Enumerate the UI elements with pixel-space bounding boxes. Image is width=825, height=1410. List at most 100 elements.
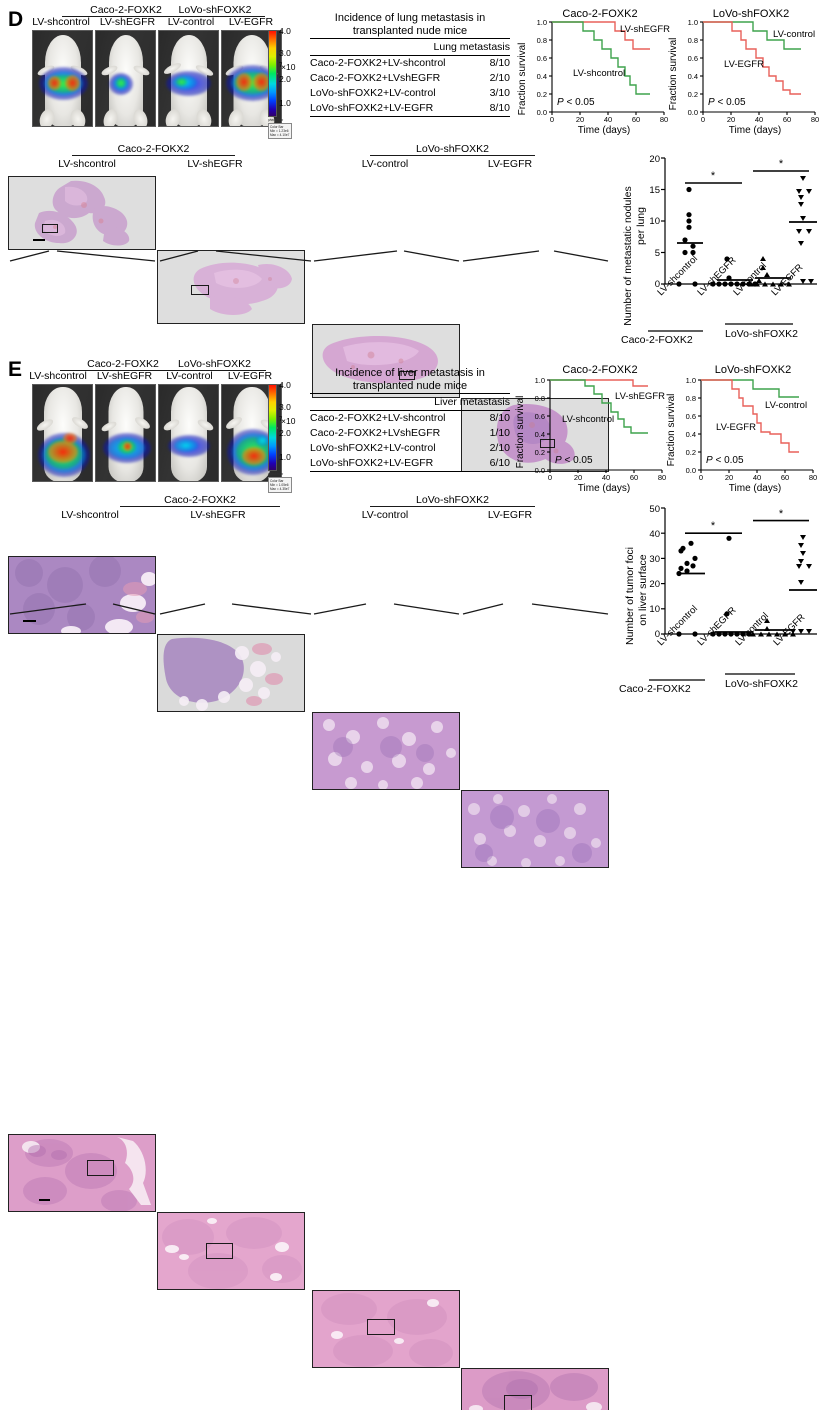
- colorbar-ticks: 4.0 3.0 ×10 7 2.0 1.0: [277, 381, 301, 471]
- row-label: LoVo-shFOXK2+LV-EGFR: [310, 102, 434, 115]
- significance-star-2: *: [779, 508, 784, 520]
- series-label-lv-egfr: LV-EGFR: [724, 59, 764, 70]
- svg-text:0.0: 0.0: [537, 108, 547, 117]
- colorbar-tick-1: 3.0: [279, 402, 291, 412]
- header-rule: [62, 16, 190, 18]
- row-value: 6/10: [489, 457, 510, 470]
- panel-d-histo-cond-4: LV-EGFR: [487, 158, 533, 170]
- panel-e-scatter-liver-foci[interactable]: Number of tumor foci on liver surface 50…: [617, 498, 825, 708]
- svg-text:1.0: 1.0: [686, 376, 696, 385]
- row-label: LoVo-shFOXK2+LV-control: [310, 87, 436, 100]
- header-rule: [165, 16, 265, 18]
- histo-lung-lowmag-3[interactable]: [312, 324, 460, 398]
- histo-lung-highmag-4[interactable]: [461, 790, 609, 868]
- colorbar-tick-3: 1.0: [279, 452, 291, 462]
- colorbar-tick-1: 3.0: [279, 48, 291, 58]
- panel-d-survival-caco2[interactable]: Caco-2-FOXK2 Fraction survival Time (day…: [512, 4, 674, 141]
- ivis-image-liver-lv-control[interactable]: [158, 384, 219, 482]
- table-title: Incidence of liver metastasis in transpl…: [335, 367, 485, 393]
- panel-e-histo-cond-1: LV-shcontrol: [61, 509, 119, 521]
- x-axis-label: Time (days): [578, 125, 630, 136]
- row-value: 2/10: [489, 72, 510, 85]
- histo-lung-highmag-3[interactable]: [312, 712, 460, 790]
- survival-curve-lv-control: [701, 379, 799, 398]
- ivis-image-lv-shegfr[interactable]: [95, 30, 156, 127]
- incidence-table: Lung metastasis Caco-2-FOXK2+LV-shcontro…: [310, 38, 510, 117]
- survival-curve-lv-shegfr: [552, 21, 650, 50]
- svg-text:20: 20: [576, 115, 584, 124]
- row-label: Caco-2-FOXK2+LV-shcontrol: [310, 412, 446, 425]
- x-tick-labels: 0 20 40 60 80: [701, 115, 819, 124]
- y-tick-labels: 1.0 0.8 0.6 0.4 0.2 0.0: [537, 18, 547, 117]
- table-row: Caco-2-FOXK2+LVshEGFR 1/10: [310, 426, 510, 441]
- roi-box: [87, 1160, 114, 1176]
- chart-title: Caco-2-FOXK2: [562, 8, 637, 20]
- svg-text:80: 80: [811, 115, 819, 124]
- y-axis-label: Fraction survival: [517, 43, 528, 116]
- panel-e-ivis-cond-1: LV-shcontrol: [29, 370, 87, 382]
- ivis-image-lv-shcontrol[interactable]: [32, 30, 93, 127]
- svg-text:15: 15: [649, 185, 660, 196]
- group-label: Caco-2-FOXK2: [87, 358, 159, 370]
- series-label-lv-shcontrol: LV-shcontrol: [573, 68, 625, 79]
- scatter-group-lv-shcontrol: [676, 540, 698, 637]
- histo-lung-highmag-1[interactable]: [8, 556, 156, 634]
- histo-liver-lowmag-4[interactable]: [461, 1368, 609, 1410]
- y-axis-label-line1: Number of metastatic nodules: [622, 186, 634, 325]
- panel-e-ivis-cond-3: LV-control: [166, 370, 213, 382]
- scale-bar: [39, 1198, 50, 1201]
- significance-star-2: *: [779, 158, 784, 170]
- ivis-image-lv-control[interactable]: [158, 30, 219, 127]
- group-label-caco2: Caco-2-FOXK2: [621, 334, 693, 346]
- colorbar-tick-2: 2.0: [279, 74, 291, 84]
- panel-e-survival-lovo[interactable]: LoVo-shFOXK2 Fraction survival Time (day…: [661, 360, 823, 499]
- table-col-header: Liver metastasis: [434, 396, 510, 409]
- table-title: Incidence of lung metastasis in transpla…: [334, 12, 486, 38]
- group-label: Caco-2-FOXK2: [164, 494, 236, 506]
- ivis-image-liver-lv-shegfr[interactable]: [95, 384, 156, 482]
- roi-box: [540, 439, 555, 448]
- x-tick-labels: 0 20 40 60 80: [550, 115, 668, 124]
- svg-text:LV-shcontrol: LV-shcontrol: [655, 253, 700, 298]
- histo-lung-highmag-2[interactable]: [157, 634, 305, 712]
- panel-e-incidence-table: Incidence of liver metastasis in transpl…: [310, 367, 510, 472]
- histo-lung-lowmag-2[interactable]: [157, 250, 305, 324]
- svg-text:0: 0: [548, 473, 552, 482]
- table-row: Caco-2-FOXK2+LV-shcontrol 8/10: [310, 410, 510, 426]
- svg-text:0.6: 0.6: [537, 54, 547, 63]
- ivis-image-liver-lv-shcontrol[interactable]: [32, 384, 93, 482]
- histo-liver-lowmag-3[interactable]: [312, 1290, 460, 1368]
- panel-d-ivis-group-caco2: Caco-2-FOXK2: [62, 4, 190, 18]
- svg-text:60: 60: [781, 473, 789, 482]
- histo-lung-lowmag-1[interactable]: [8, 176, 156, 250]
- header-rule: [370, 506, 535, 508]
- svg-text:0.2: 0.2: [535, 448, 545, 457]
- panel-e-histo-cond-2: LV-shEGFR: [190, 509, 246, 521]
- svg-text:LV-EGFR: LV-EGFR: [769, 262, 805, 298]
- svg-text:10: 10: [649, 216, 660, 227]
- chart-title: LoVo-shFOXK2: [713, 8, 789, 20]
- panel-d-scatter-lung-nodules[interactable]: Number of metastatic nodules per lung 20…: [617, 148, 825, 351]
- svg-text:80: 80: [660, 115, 668, 124]
- svg-text:LV-shEGFR: LV-shEGFR: [695, 605, 738, 648]
- significance-star-1: *: [711, 170, 716, 182]
- panel-d-ivis-cond-1: LV-shcontrol: [32, 16, 90, 28]
- panel-d-ivis-cond-2: LV-shEGFR: [99, 16, 156, 28]
- histo-liver-lowmag-2[interactable]: [157, 1212, 305, 1290]
- y-tick-labels: 1.0 0.8 0.6 0.4 0.2 0.0: [688, 18, 698, 117]
- svg-text:20: 20: [727, 115, 735, 124]
- panel-e-survival-caco2[interactable]: Caco-2-FOXK2 Fraction survival Time (day…: [510, 360, 672, 499]
- panel-d-survival-lovo[interactable]: LoVo-shFOXK2 Fraction survival Time (day…: [663, 4, 825, 141]
- survival-curve-lv-control: [703, 21, 801, 50]
- svg-text:60: 60: [630, 473, 638, 482]
- group-label: LoVo-shFOXK2: [178, 358, 251, 370]
- svg-text:0.2: 0.2: [688, 90, 698, 99]
- svg-text:0.6: 0.6: [688, 54, 698, 63]
- scale-bar: [23, 619, 36, 622]
- scale-bar: [33, 238, 45, 241]
- panel-d-colorbar: 4.0 3.0 ×10 7 2.0 1.0 p/sec/cm²/sr Color …: [268, 27, 301, 139]
- histo-liver-lowmag-1[interactable]: [8, 1134, 156, 1212]
- svg-text:10: 10: [649, 604, 660, 615]
- panel-e-histo-cond-3: LV-control: [361, 509, 409, 521]
- group-label: Caco-2-FOKX2: [117, 143, 190, 155]
